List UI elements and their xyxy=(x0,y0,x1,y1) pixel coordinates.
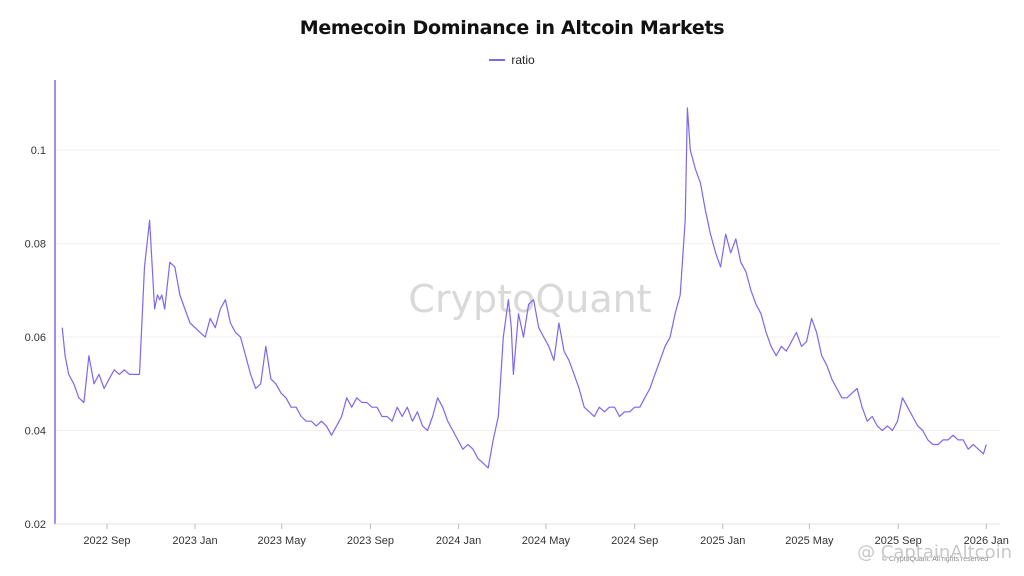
x-tick-label: 2024 Sep xyxy=(611,535,658,547)
chart-title: Memecoin Dominance in Altcoin Markets xyxy=(299,17,725,39)
x-tick-label: 2026 Jan xyxy=(964,535,1009,547)
x-tick-label: 2024 May xyxy=(522,535,571,547)
y-tick-label: 0.06 xyxy=(25,332,46,344)
copyright-text: © CryptoQuant. All rights reserved xyxy=(882,555,988,563)
x-tick-label: 2024 Jan xyxy=(436,535,481,547)
corner-watermark: @ CaptainAltcoin xyxy=(857,542,1012,563)
series-group xyxy=(61,107,987,469)
legend: ratio xyxy=(0,50,1024,67)
x-tick-label: 2022 Sep xyxy=(83,535,130,547)
series-line-ratio[interactable] xyxy=(61,107,987,469)
x-tick-label: 2023 Jan xyxy=(172,535,217,547)
x-tick-label: 2023 Sep xyxy=(347,535,394,547)
legend-item-ratio[interactable]: ratio xyxy=(489,53,535,67)
y-tick-label: 0.1 xyxy=(31,145,46,157)
watermark: CryptoQuant xyxy=(408,277,651,321)
y-tick-label: 0.08 xyxy=(25,239,46,251)
y-tick-label: 0.04 xyxy=(25,426,46,438)
legend-label: ratio xyxy=(511,53,535,67)
x-tick-label: 2025 May xyxy=(785,535,834,547)
x-tick-label: 2023 May xyxy=(258,535,307,547)
x-axis: 2022 Sep 2023 Jan 2023 May 2023 Sep 2024 Jan… xyxy=(55,523,1009,547)
gridlines xyxy=(55,149,1000,525)
x-tick-label: 2025 Sep xyxy=(875,535,922,547)
y-tick-label: 0.02 xyxy=(25,519,46,531)
y-axis: 0.02 0.04 0.06 0.08 0.1 xyxy=(25,80,56,531)
x-tick-label: 2025 Jan xyxy=(700,535,745,547)
legend-swatch xyxy=(489,59,506,61)
